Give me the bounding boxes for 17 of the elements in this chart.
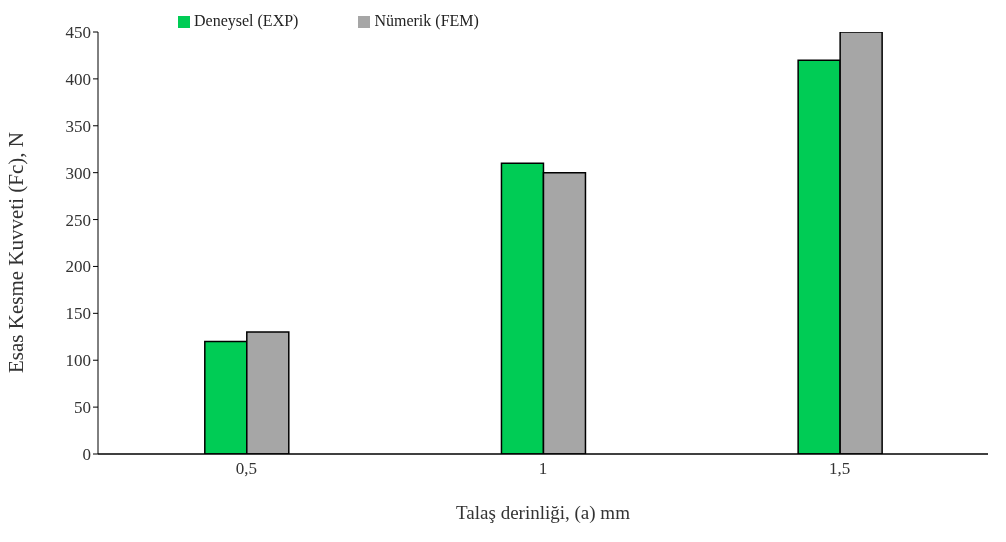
y-tick-label: 0 <box>82 445 91 465</box>
y-axis-title: Esas Kesme Kuvveti (Fc), N <box>4 132 29 373</box>
y-tick-label: 350 <box>65 116 91 136</box>
y-tick-label: 450 <box>65 23 91 43</box>
x-tick-label: 1 <box>538 459 548 479</box>
x-tick-label: 1,5 <box>829 459 851 479</box>
y-tick-label: 150 <box>65 304 91 324</box>
y-tick-label: 50 <box>74 398 91 418</box>
legend-label: Nümerik (FEM) <box>374 12 479 29</box>
legend-label: Deneysel (EXP) <box>194 12 299 29</box>
x-axis-title: Talaş derinliği, (a) mm <box>456 502 631 525</box>
y-tick-label: 200 <box>65 257 91 277</box>
x-tick-label: 0,5 <box>235 459 257 479</box>
y-tick-label: 100 <box>65 351 91 371</box>
y-tick-label: 250 <box>65 210 91 230</box>
y-tick-label: 400 <box>65 69 91 89</box>
y-tick-label: 300 <box>65 163 91 183</box>
